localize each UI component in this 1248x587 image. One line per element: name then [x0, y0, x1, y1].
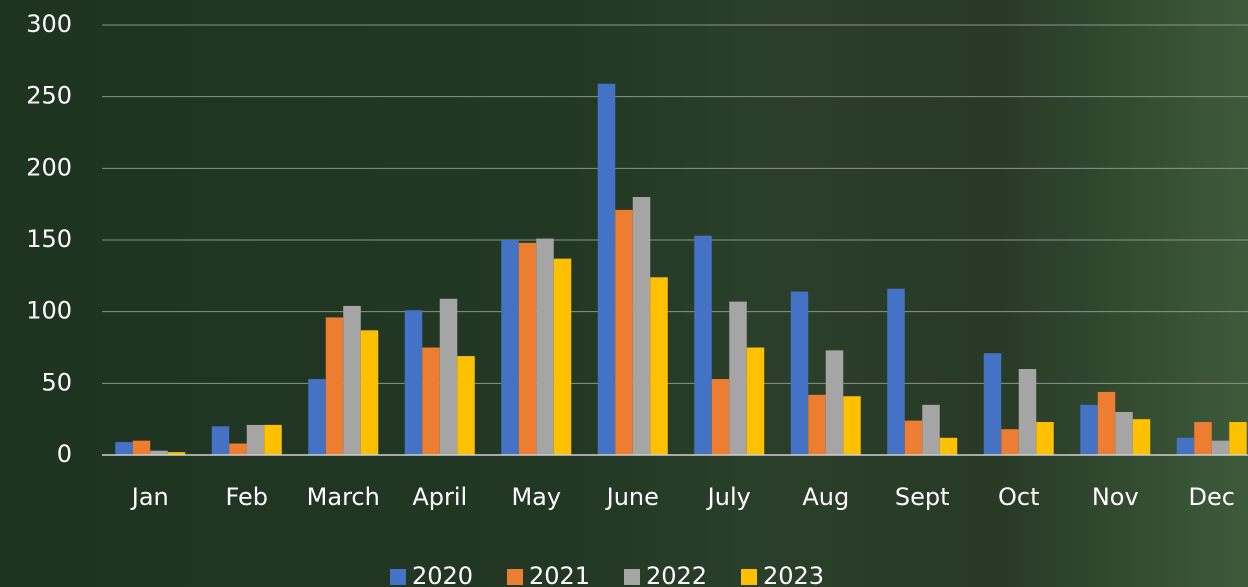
bar — [632, 197, 651, 455]
y-tick-label: 150 — [26, 225, 72, 253]
x-tick-label: Aug — [802, 483, 849, 511]
bar — [1001, 429, 1019, 455]
legend-label: 2022 — [646, 562, 707, 587]
bar — [132, 440, 151, 455]
bar — [439, 298, 458, 455]
x-tick-label: March — [307, 483, 380, 511]
legend-swatch — [390, 569, 406, 585]
bar — [1176, 437, 1195, 455]
x-tick-label: Sept — [895, 483, 950, 511]
bar — [246, 424, 265, 455]
bar — [711, 379, 730, 455]
bar — [1097, 391, 1116, 455]
x-tick-label: June — [605, 483, 659, 511]
bar — [150, 450, 168, 455]
bar — [597, 83, 616, 456]
y-tick-label: 300 — [26, 10, 72, 38]
bar — [825, 350, 844, 455]
legend-swatch — [624, 569, 640, 585]
bar — [887, 288, 905, 455]
x-tick-label: Oct — [998, 483, 1040, 511]
y-tick-label: 200 — [26, 153, 72, 181]
bar — [729, 301, 747, 455]
bar — [264, 424, 282, 455]
bar — [615, 209, 633, 455]
bar — [536, 238, 554, 455]
bar — [211, 426, 230, 455]
x-tick-label: July — [706, 483, 751, 511]
bar — [115, 442, 133, 455]
bar — [457, 356, 475, 455]
bar — [167, 452, 186, 455]
bar — [325, 317, 344, 455]
x-tick-label: Dec — [1189, 483, 1235, 511]
bar — [360, 330, 379, 455]
bar — [518, 242, 537, 455]
legend-label: 2020 — [412, 562, 473, 587]
bar — [308, 379, 326, 455]
x-tick-label: April — [412, 483, 467, 511]
bar — [1115, 412, 1133, 455]
y-tick-label: 50 — [41, 368, 72, 396]
bar — [1211, 440, 1230, 455]
legend-label: 2021 — [529, 562, 590, 587]
bar — [343, 305, 361, 455]
bar — [1194, 422, 1212, 455]
bar — [790, 291, 809, 455]
x-tick-label: Jan — [130, 483, 169, 511]
x-tick-label: May — [511, 483, 561, 511]
bar — [904, 420, 923, 455]
legend-swatch — [741, 569, 757, 585]
bar — [939, 437, 958, 455]
bar — [553, 258, 572, 455]
bar — [983, 353, 1002, 455]
bar — [808, 394, 826, 455]
y-tick-label: 250 — [26, 82, 72, 110]
bar — [650, 277, 668, 455]
y-tick-label: 0 — [57, 440, 72, 468]
bar — [1036, 422, 1054, 455]
bar — [1229, 422, 1247, 455]
bar — [843, 396, 861, 455]
bar — [422, 347, 440, 455]
bar — [404, 310, 423, 455]
y-tick-label: 100 — [26, 297, 72, 325]
x-tick-label: Feb — [226, 483, 269, 511]
bar — [694, 235, 712, 455]
bar — [1080, 404, 1098, 455]
legend-label: 2023 — [763, 562, 824, 587]
bar — [1018, 369, 1037, 455]
legend-swatch — [507, 569, 523, 585]
bar — [922, 404, 940, 455]
bar — [501, 240, 519, 455]
bar — [746, 347, 765, 455]
x-tick-label: Nov — [1092, 483, 1139, 511]
bar — [229, 443, 247, 455]
bar — [1132, 419, 1151, 455]
